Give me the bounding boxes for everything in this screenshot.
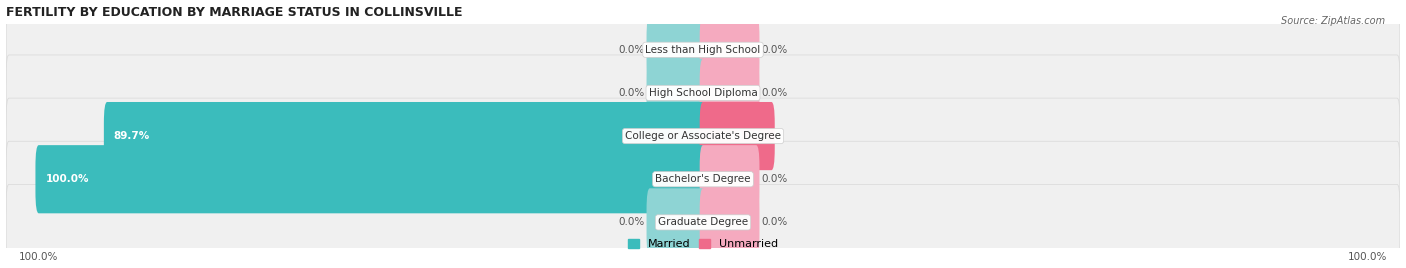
Text: Bachelor's Degree: Bachelor's Degree [655,174,751,184]
FancyBboxPatch shape [700,102,775,170]
Text: FERTILITY BY EDUCATION BY MARRIAGE STATUS IN COLLINSVILLE: FERTILITY BY EDUCATION BY MARRIAGE STATU… [6,6,463,18]
Text: 0.0%: 0.0% [619,88,644,98]
Text: 100.0%: 100.0% [45,174,89,184]
FancyBboxPatch shape [647,59,706,127]
Text: 0.0%: 0.0% [762,217,787,227]
FancyBboxPatch shape [700,16,759,84]
FancyBboxPatch shape [647,188,706,256]
Text: 0.0%: 0.0% [762,88,787,98]
FancyBboxPatch shape [35,145,706,213]
Text: 89.7%: 89.7% [114,131,150,141]
FancyBboxPatch shape [6,12,1400,88]
Text: 10.3%: 10.3% [728,131,765,141]
Text: 0.0%: 0.0% [619,45,644,55]
FancyBboxPatch shape [700,59,759,127]
Text: High School Diploma: High School Diploma [648,88,758,98]
FancyBboxPatch shape [104,102,706,170]
Text: Less than High School: Less than High School [645,45,761,55]
Text: 0.0%: 0.0% [762,45,787,55]
Text: College or Associate's Degree: College or Associate's Degree [626,131,780,141]
FancyBboxPatch shape [6,55,1400,131]
Text: Graduate Degree: Graduate Degree [658,217,748,227]
FancyBboxPatch shape [700,145,759,213]
FancyBboxPatch shape [6,141,1400,217]
Text: 0.0%: 0.0% [619,217,644,227]
FancyBboxPatch shape [700,188,759,256]
Legend: Married, Unmarried: Married, Unmarried [623,234,783,254]
FancyBboxPatch shape [647,16,706,84]
Text: 0.0%: 0.0% [762,174,787,184]
FancyBboxPatch shape [6,98,1400,174]
Text: Source: ZipAtlas.com: Source: ZipAtlas.com [1281,16,1385,26]
FancyBboxPatch shape [6,184,1400,260]
